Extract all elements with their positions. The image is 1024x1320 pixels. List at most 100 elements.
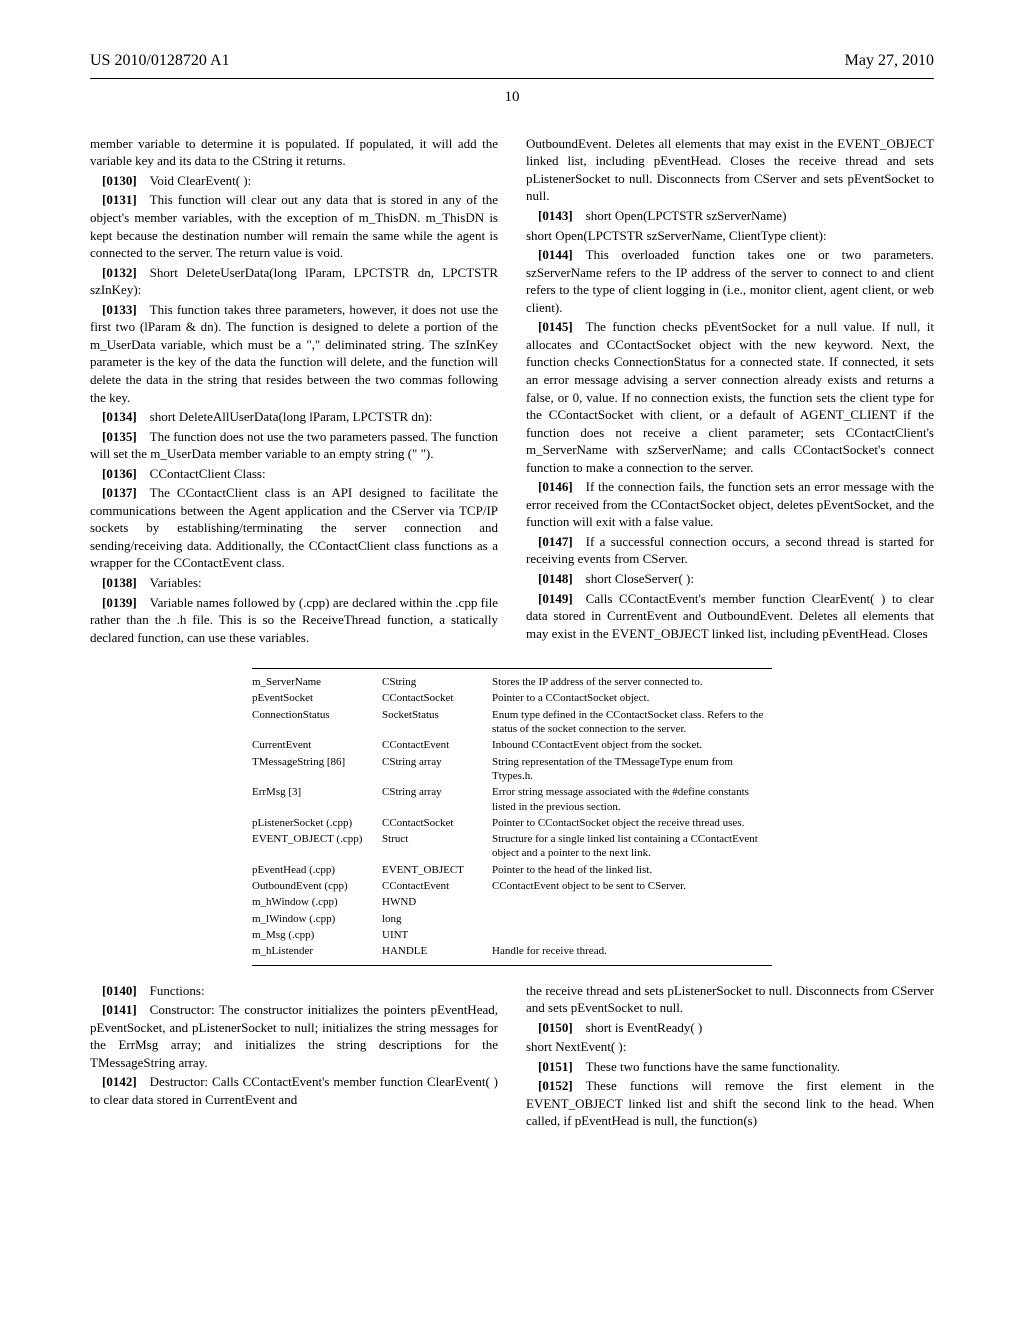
paragraph: [0142] Destructor: Calls CContactEvent's… — [90, 1073, 498, 1108]
var-type: UINT — [382, 927, 492, 943]
paragraph: [0135] The function does not use the two… — [90, 428, 498, 463]
paragraph: [0130] Void ClearEvent( ): — [90, 172, 498, 190]
var-desc: String representation of the TMessageTyp… — [492, 754, 772, 785]
table-row: m_lWindow (.cpp)long — [252, 911, 772, 927]
paragraph-number: [0147] — [538, 534, 573, 549]
var-name: m_hWindow (.cpp) — [252, 894, 382, 910]
paragraph-number: [0141] — [102, 1002, 137, 1017]
left-column-bottom: [0140] Functions:[0141] Constructor: The… — [90, 982, 498, 1132]
paragraph-number: [0139] — [102, 595, 137, 610]
var-name: pListenerSocket (.cpp) — [252, 815, 382, 831]
paragraph-number: [0138] — [102, 575, 137, 590]
var-desc — [492, 894, 772, 910]
var-type: CString array — [382, 784, 492, 815]
paragraph-text: This function will clear out any data th… — [90, 192, 498, 260]
var-name: pEventHead (.cpp) — [252, 862, 382, 878]
paragraph-number: [0133] — [102, 302, 137, 317]
paragraph: [0148] short CloseServer( ): — [526, 570, 934, 588]
lower-columns: [0140] Functions:[0141] Constructor: The… — [90, 982, 934, 1132]
paragraph-number: [0145] — [538, 319, 573, 334]
header-row: US 2010/0128720 A1 May 27, 2010 — [90, 50, 934, 72]
paragraph: [0132] Short DeleteUserData(long lParam,… — [90, 264, 498, 299]
paragraph-text: OutboundEvent. Deletes all elements that… — [526, 136, 934, 204]
table-row: m_Msg (.cpp)UINT — [252, 927, 772, 943]
paragraph-text: The CContactClient class is an API desig… — [90, 485, 498, 570]
paragraph-number: [0151] — [538, 1059, 573, 1074]
var-desc: Stores the IP address of the server conn… — [492, 669, 772, 691]
var-desc: Pointer to CContactSocket object the rec… — [492, 815, 772, 831]
paragraph: [0146] If the connection fails, the func… — [526, 478, 934, 531]
paragraph-number: [0137] — [102, 485, 137, 500]
var-name: m_ServerName — [252, 669, 382, 691]
paragraph-text: CContactClient Class: — [150, 466, 266, 481]
var-name: m_hListender — [252, 943, 382, 965]
paragraph-number: [0146] — [538, 479, 573, 494]
var-type: HANDLE — [382, 943, 492, 965]
paragraph-text: Destructor: Calls CContactEvent's member… — [90, 1074, 498, 1107]
paragraph-number: [0149] — [538, 591, 573, 606]
var-name: pEventSocket — [252, 690, 382, 706]
paragraph-number: [0135] — [102, 429, 137, 444]
paragraph: [0137] The CContactClient class is an AP… — [90, 484, 498, 572]
paragraph-text: Functions: — [150, 983, 205, 998]
table-row: m_ServerNameCStringStores the IP address… — [252, 669, 772, 691]
publication-date: May 27, 2010 — [845, 50, 934, 72]
paragraph: [0145] The function checks pEventSocket … — [526, 318, 934, 476]
paragraph-text: member variable to determine it is popul… — [90, 136, 498, 169]
table-row: pEventHead (.cpp)EVENT_OBJECTPointer to … — [252, 862, 772, 878]
var-name: EVENT_OBJECT (.cpp) — [252, 831, 382, 862]
upper-columns: member variable to determine it is popul… — [90, 135, 934, 648]
paragraph: [0140] Functions: — [90, 982, 498, 1000]
paragraph-text: This function takes three parameters, ho… — [90, 302, 498, 405]
paragraph-text: short is EventReady( ) — [586, 1020, 703, 1035]
paragraph: [0133] This function takes three paramet… — [90, 301, 498, 406]
var-type: CContactSocket — [382, 815, 492, 831]
var-name: m_lWindow (.cpp) — [252, 911, 382, 927]
paragraph: [0141] Constructor: The constructor init… — [90, 1001, 498, 1071]
paragraph: [0134] short DeleteAllUserData(long lPar… — [90, 408, 498, 426]
paragraph-text: Void ClearEvent( ): — [150, 173, 252, 188]
paragraph-number: [0148] — [538, 571, 573, 586]
var-desc: Enum type defined in the CContactSocket … — [492, 707, 772, 738]
table-row: m_hWindow (.cpp)HWND — [252, 894, 772, 910]
page-number: 10 — [90, 87, 934, 107]
var-type: CString — [382, 669, 492, 691]
var-type: CContactSocket — [382, 690, 492, 706]
paragraph-number: [0136] — [102, 466, 137, 481]
table-row: ErrMsg [3]CString arrayError string mess… — [252, 784, 772, 815]
paragraph-number: [0150] — [538, 1020, 573, 1035]
paragraph-number: [0130] — [102, 173, 137, 188]
table-row: OutboundEvent (cpp)CContactEventCContact… — [252, 878, 772, 894]
var-desc — [492, 927, 772, 943]
paragraph: short Open(LPCTSTR szServerName, ClientT… — [526, 227, 934, 245]
right-column-bottom: the receive thread and sets pListenerSoc… — [526, 982, 934, 1132]
paragraph: [0147] If a successful connection occurs… — [526, 533, 934, 568]
paragraph-text: short Open(LPCTSTR szServerName) — [586, 208, 787, 223]
var-desc: CContactEvent object to be sent to CServ… — [492, 878, 772, 894]
paragraph: [0151] These two functions have the same… — [526, 1058, 934, 1076]
variables-table: m_ServerNameCStringStores the IP address… — [90, 668, 934, 965]
var-desc: Pointer to the head of the linked list. — [492, 862, 772, 878]
var-name: CurrentEvent — [252, 737, 382, 753]
paragraph: [0143] short Open(LPCTSTR szServerName) — [526, 207, 934, 225]
paragraph-number: [0132] — [102, 265, 137, 280]
paragraph-text: Short DeleteUserData(long lParam, LPCTST… — [90, 265, 498, 298]
paragraph: [0149] Calls CContactEvent's member func… — [526, 590, 934, 643]
paragraph-text: This overloaded function takes one or tw… — [526, 247, 934, 315]
paragraph-text: short DeleteAllUserData(long lParam, LPC… — [150, 409, 433, 424]
paragraph-text: If the connection fails, the function se… — [526, 479, 934, 529]
var-desc: Inbound CContactEvent object from the so… — [492, 737, 772, 753]
paragraph-text: short Open(LPCTSTR szServerName, ClientT… — [526, 228, 827, 243]
table-row: EVENT_OBJECT (.cpp)StructStructure for a… — [252, 831, 772, 862]
paragraph-text: the receive thread and sets pListenerSoc… — [526, 983, 934, 1016]
paragraph-number: [0134] — [102, 409, 137, 424]
paragraph: [0138] Variables: — [90, 574, 498, 592]
var-desc: Error string message associated with the… — [492, 784, 772, 815]
paragraph-number: [0142] — [102, 1074, 137, 1089]
var-name: OutboundEvent (cpp) — [252, 878, 382, 894]
paragraph-text: short NextEvent( ): — [526, 1039, 626, 1054]
var-desc — [492, 911, 772, 927]
paragraph-text: Variables: — [150, 575, 202, 590]
var-desc: Structure for a single linked list conta… — [492, 831, 772, 862]
var-type: CContactEvent — [382, 737, 492, 753]
